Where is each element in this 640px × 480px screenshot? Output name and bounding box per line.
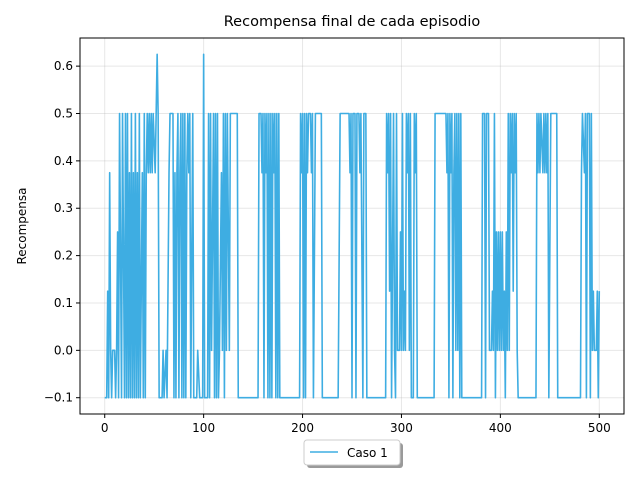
legend-box xyxy=(303,439,401,466)
plot-area xyxy=(104,53,601,399)
chart-title: Recompensa final de cada episodio xyxy=(224,14,481,30)
y-tick-label: 0.1 xyxy=(54,296,73,310)
y-axis: −0.1 0.0 0.1 0.2 0.3 0.4 0.5 0.6 xyxy=(44,59,80,405)
x-axis: 0 100 200 300 400 500 xyxy=(101,414,611,435)
plot-frame xyxy=(79,37,625,415)
x-tick-label: 200 xyxy=(291,421,314,435)
y-tick-label: 0.3 xyxy=(54,201,73,215)
x-tick-label: 100 xyxy=(192,421,215,435)
x-tick-label: 0 xyxy=(101,421,109,435)
legend-label-caso-1: Caso 1 xyxy=(347,446,388,460)
y-tick-label: 0.4 xyxy=(54,154,73,168)
x-tick-label: 500 xyxy=(588,421,611,435)
y-tick-label: 0.5 xyxy=(54,107,73,121)
x-tick-label: 300 xyxy=(390,421,413,435)
y-tick-label: −0.1 xyxy=(44,391,73,405)
y-tick-label: 0.6 xyxy=(54,59,73,73)
legend: Caso 1 xyxy=(303,439,403,468)
grid xyxy=(80,38,624,414)
x-tick-label: 400 xyxy=(489,421,512,435)
y-tick-label: 0.2 xyxy=(54,249,73,263)
series-line-caso-1 xyxy=(104,53,601,399)
y-axis-label: Recompensa xyxy=(15,187,29,264)
y-tick-label: 0.0 xyxy=(54,343,73,357)
